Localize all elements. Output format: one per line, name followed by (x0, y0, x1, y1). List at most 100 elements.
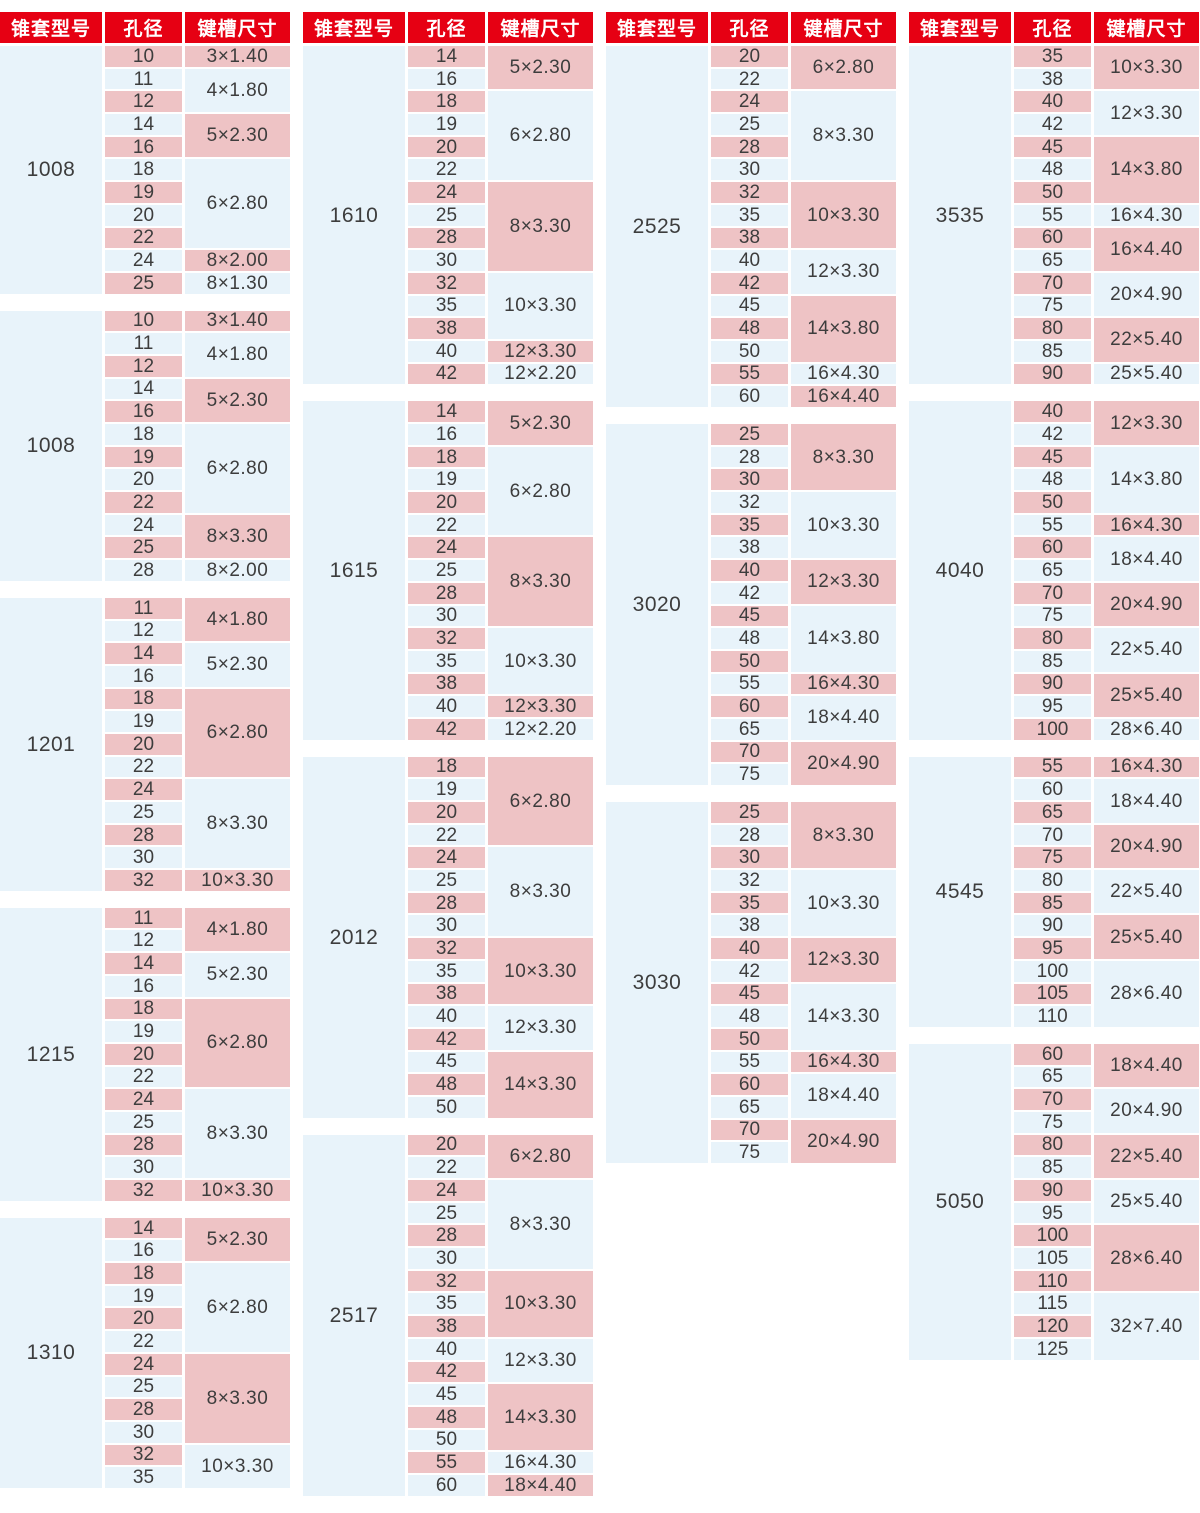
bore-cell: 42 (711, 582, 788, 604)
bushing-table: 1310 5×2.30 14 16 6×2.80 18 19 20 22 8×3.30 24 25 28… (0, 1217, 290, 1488)
keyway-cell: 5×2.30 (185, 643, 290, 687)
keyway-cell: 12×3.30 (488, 1006, 593, 1050)
bore-cell: 16 (105, 136, 182, 158)
bore-cell: 22 (408, 1157, 485, 1178)
bore-cell: 12 (105, 91, 182, 113)
bore-cell: 19 (105, 182, 182, 203)
keyway-cell: 4×1.80 (185, 68, 290, 113)
keyway-cell: 6×2.80 (185, 998, 290, 1088)
keyway-cell: 8×3.30 (488, 537, 593, 627)
model-cell: 2517 (303, 1134, 405, 1496)
bore-cell: 65 (711, 1096, 788, 1118)
bore-cell: 42 (408, 718, 485, 740)
keyway-cell: 5×2.30 (185, 378, 290, 422)
keyway-cell: 6×2.80 (488, 446, 593, 536)
bore-cell: 12 (105, 620, 182, 642)
keyway-cell: 10×3.30 (791, 870, 896, 937)
bore-cell: 10 (105, 310, 182, 332)
bore-cell: 22 (105, 492, 182, 513)
bore-cell: 30 (711, 469, 788, 491)
bore-cell: 20 (105, 733, 182, 755)
bushing-table: 1215 4×1.80 11 12 5×2.30 14 16 6×2.80 18 19 20 22 8×… (0, 907, 290, 1201)
bore-cell: 60 (1014, 537, 1091, 559)
keyway-cell: 8×3.30 (488, 847, 593, 937)
bore-cell: 35 (711, 514, 788, 536)
bore-cell: 24 (711, 91, 788, 113)
keyway-cell: 10×3.30 (185, 870, 290, 891)
bore-cell: 24 (105, 1353, 182, 1375)
keyway-cell: 8×2.00 (185, 250, 290, 271)
bore-cell: 65 (1014, 250, 1091, 271)
bore-cell: 105 (1014, 1248, 1091, 1269)
bore-cell: 65 (1014, 560, 1091, 581)
keyway-cell: 25×5.40 (1094, 1180, 1199, 1224)
keyway-cell: 28×6.40 (1094, 960, 1199, 1027)
header-cell-keyway: 键槽尺寸 (791, 12, 896, 43)
bore-cell: 50 (1014, 492, 1091, 513)
bore-cell: 22 (408, 824, 485, 846)
bore-cell: 35 (105, 1467, 182, 1488)
bore-cell: 18 (105, 998, 182, 1020)
bushing-table: 5050 18×4.40 60 65 20×4.90 70 75 22×5.40 80 85 25×… (909, 1043, 1199, 1360)
bore-cell: 14 (105, 953, 182, 974)
bore-cell: 16 (105, 1240, 182, 1262)
bore-cell: 30 (408, 605, 485, 627)
bore-cell: 22 (105, 1331, 182, 1352)
bore-cell: 70 (711, 1119, 788, 1141)
bore-cell: 70 (711, 741, 788, 763)
keyway-cell: 22×5.40 (1094, 318, 1199, 362)
keyway-cell: 12×3.30 (791, 250, 896, 294)
bore-cell: 80 (1014, 1134, 1091, 1156)
bore-cell: 32 (711, 182, 788, 203)
bore-cell: 45 (711, 605, 788, 627)
bore-cell: 45 (1014, 446, 1091, 468)
keyway-cell: 25×5.40 (1094, 363, 1199, 385)
bore-cell: 25 (105, 272, 182, 294)
bore-cell: 18 (105, 159, 182, 181)
keyway-cell: 8×3.30 (185, 514, 290, 559)
keyway-cell: 5×2.30 (185, 1217, 290, 1262)
bore-cell: 55 (1014, 756, 1091, 778)
keyway-cell: 16×4.30 (1094, 756, 1199, 778)
keyway-cell: 25×5.40 (1094, 915, 1199, 959)
table-column: 锥套型号 孔径 键槽尺寸 1008 3×1.40 10 4×1.80 11 12 5×2.30 14… (0, 12, 290, 1513)
bore-cell: 16 (105, 975, 182, 997)
bore-cell: 19 (408, 779, 485, 800)
bore-cell: 30 (408, 250, 485, 271)
bore-cell: 12 (105, 355, 182, 377)
bore-cell: 19 (105, 1021, 182, 1042)
bore-cell: 45 (1014, 136, 1091, 158)
keyway-cell: 16×4.30 (791, 363, 896, 385)
keyway-cell: 5×2.30 (488, 401, 593, 445)
bore-cell: 115 (1014, 1293, 1091, 1315)
model-cell: 2012 (303, 756, 405, 1118)
bore-cell: 55 (711, 1051, 788, 1073)
keyway-cell: 12×3.30 (488, 340, 593, 362)
bushing-table: 2012 6×2.80 18 19 20 22 8×3.30 24 25 28 30 10×3.30 3… (303, 756, 593, 1118)
keyway-cell: 5×2.30 (185, 953, 290, 997)
keyway-cell: 18×4.40 (791, 1074, 896, 1118)
keyway-cell: 10×3.30 (791, 492, 896, 559)
model-cell: 3535 (909, 46, 1011, 385)
bore-cell: 35 (1014, 46, 1091, 67)
header-cell-bore: 孔径 (1014, 12, 1091, 43)
keyway-cell: 6×2.80 (185, 159, 290, 249)
bore-cell: 30 (105, 1421, 182, 1443)
keyway-cell: 25×5.40 (1094, 673, 1199, 717)
bore-cell: 30 (408, 915, 485, 937)
bore-cell: 25 (105, 1376, 182, 1398)
bushing-table: 1201 4×1.80 11 12 5×2.30 14 16 6×2.80 18 19 20 22 8×… (0, 597, 290, 891)
bore-cell: 48 (711, 628, 788, 649)
bore-cell: 25 (105, 802, 182, 823)
bore-cell: 19 (105, 446, 182, 468)
model-cell: 1008 (0, 310, 102, 581)
bore-cell: 45 (408, 1384, 485, 1405)
bore-cell: 14 (408, 46, 485, 67)
bore-cell: 32 (105, 1180, 182, 1201)
table-column: 锥套型号 孔径 键槽尺寸 2525 6×2.80 20 22 8×3.30 24 25 28 30 10… (606, 12, 896, 1513)
bore-cell: 25 (408, 870, 485, 891)
keyway-cell: 12×2.20 (488, 718, 593, 740)
bore-cell: 19 (408, 469, 485, 491)
keyway-cell: 6×2.80 (185, 424, 290, 513)
